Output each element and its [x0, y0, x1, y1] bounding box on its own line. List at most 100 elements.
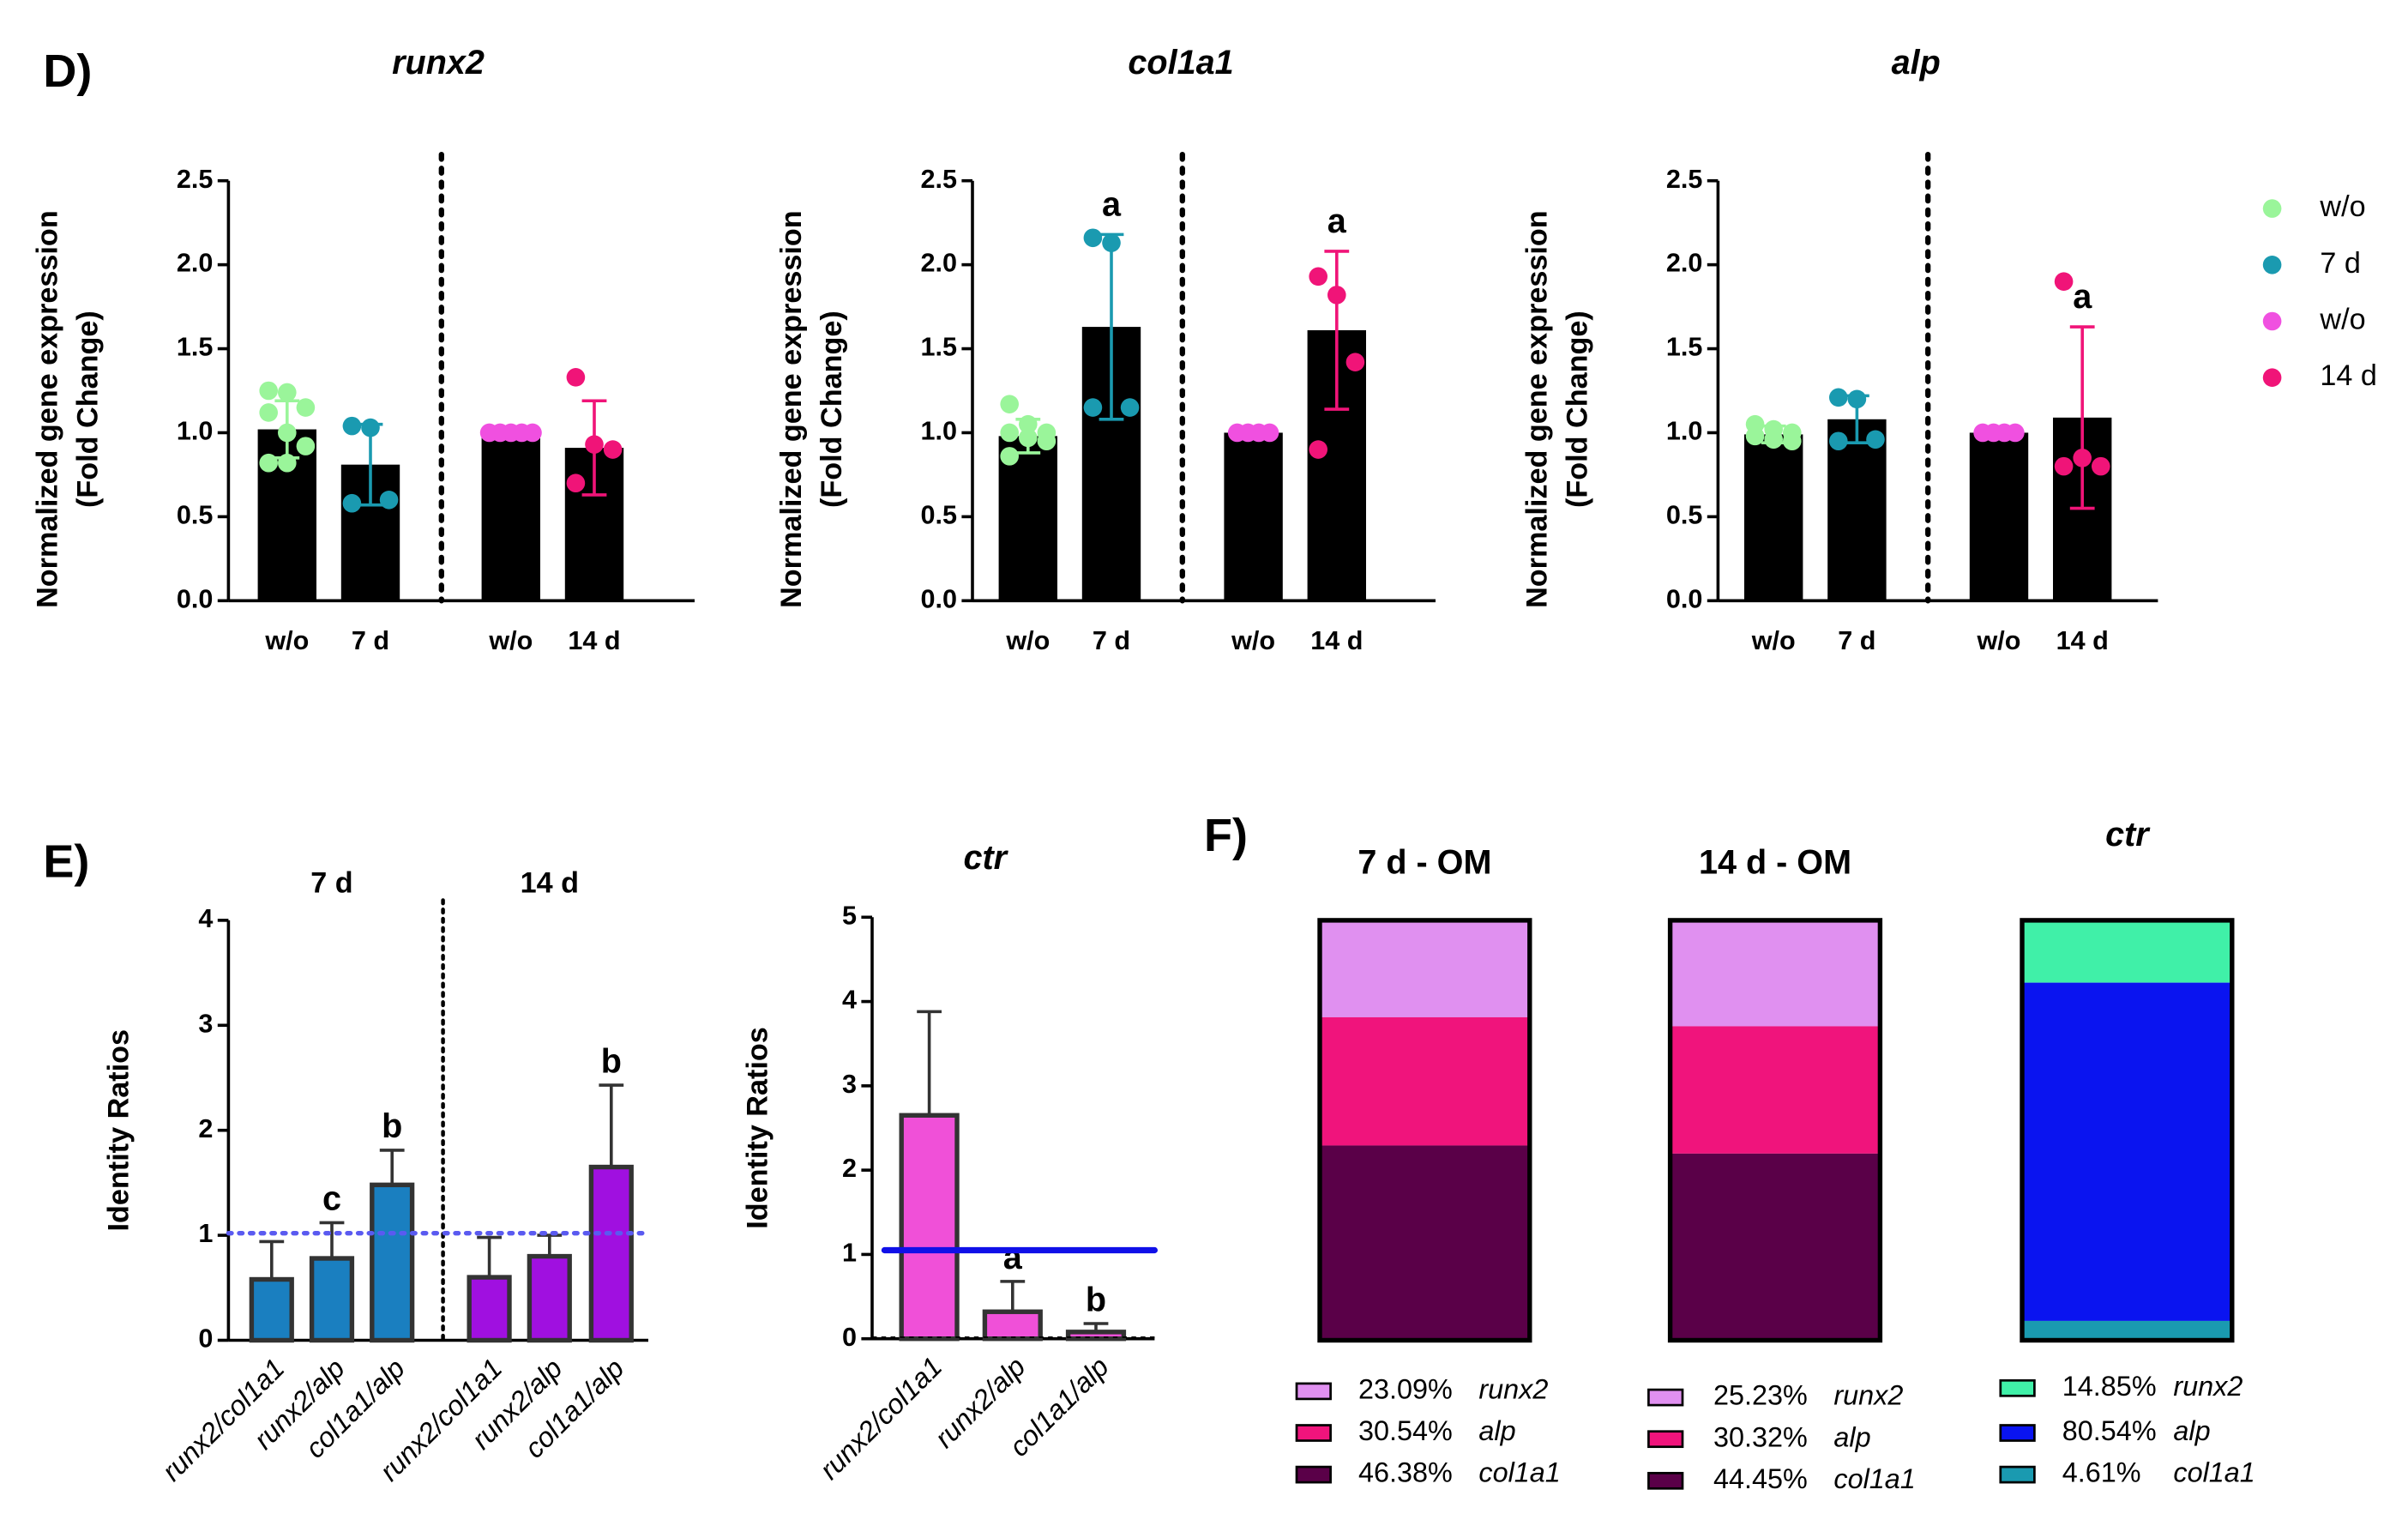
legend-label: col1a1 [1833, 1463, 1915, 1494]
data-point [1309, 267, 1327, 286]
legend-swatch [1295, 1424, 1332, 1442]
y-axis-label: Normalized gene expression [775, 210, 808, 608]
legend-value: 46.38% [1358, 1457, 1453, 1488]
data-point [278, 423, 297, 443]
y-tick-label: 2.0 [920, 249, 957, 278]
x-tick-label: 14 d [2056, 626, 2109, 655]
data-point [1019, 414, 1038, 434]
bar [249, 1276, 294, 1343]
legend-label: runx2 [1478, 1373, 1548, 1404]
y-axis-label: Normalized gene expression [32, 210, 64, 608]
bar [467, 1275, 512, 1343]
data-point [1866, 430, 1885, 449]
annotation: b [601, 1042, 622, 1080]
stacked-segment [2022, 982, 2232, 1321]
data-point [278, 453, 297, 473]
y-tick-label: 3 [842, 1070, 857, 1099]
y-axis-label: (Fold Change) [71, 311, 104, 508]
y-axis-label: (Fold Change) [816, 311, 848, 508]
bar [527, 1253, 572, 1343]
y-tick-label: 2.0 [177, 249, 214, 278]
data-point [566, 473, 586, 493]
y-axis-label: Normalized gene expression [1521, 210, 1554, 608]
stacked-segment [1320, 1145, 1530, 1341]
annotation: a [1003, 1239, 1023, 1276]
legend-label: 7 d [2320, 247, 2361, 280]
data-point [1345, 353, 1365, 372]
data-point [379, 490, 399, 510]
annotation: a [1327, 202, 1347, 240]
data-point [1829, 388, 1848, 407]
y-tick-label: 0.5 [177, 500, 214, 529]
stacked-segment [2022, 920, 2232, 983]
data-point [1783, 431, 1802, 451]
bar [481, 432, 540, 601]
data-point [296, 437, 316, 455]
y-tick-label: 1.5 [1666, 333, 1703, 362]
x-tick-label: 7 d [352, 626, 389, 655]
y-tick-label: 1 [842, 1238, 857, 1267]
data-point [1000, 423, 1019, 443]
legend-label: runx2 [1833, 1380, 1903, 1411]
legend-marker [2262, 368, 2282, 387]
x-tick-label: w/o [1005, 626, 1050, 655]
legend-label: col1a1 [2173, 1457, 2254, 1488]
stacked-segment [1320, 920, 1530, 1017]
legend-swatch [1999, 1378, 2036, 1397]
x-tick-label: 14 d [1310, 626, 1363, 655]
stacked-segment [1670, 1026, 1881, 1154]
y-tick-label: 0.5 [1666, 500, 1703, 529]
chart-title: ctr [2105, 816, 2151, 853]
data-point [1037, 431, 1057, 451]
chart-title: 7 d - OM [1358, 844, 1491, 882]
data-point [2092, 456, 2110, 476]
bar [588, 1164, 634, 1343]
data-point [1847, 389, 1867, 409]
legend-swatch [1999, 1424, 2036, 1442]
data-point [1019, 428, 1038, 448]
annotation: b [382, 1107, 402, 1145]
chart-title: runx2 [392, 44, 485, 81]
data-point [1120, 398, 1140, 417]
y-tick-label: 3 [198, 1009, 213, 1038]
data-point [342, 416, 362, 436]
annotation: b [1086, 1281, 1106, 1318]
y-tick-label: 5 [842, 901, 857, 930]
chart-title: 14 d - OM [1699, 844, 1851, 882]
bar [982, 1309, 1043, 1342]
data-point [1745, 426, 1765, 446]
annotation: c [322, 1180, 341, 1218]
bar [370, 1182, 415, 1343]
data-point [278, 383, 297, 402]
y-tick-label: 1.5 [177, 333, 214, 362]
bar [1969, 432, 2029, 601]
y-tick-label: 0 [198, 1324, 213, 1354]
annotation: a [1102, 185, 1122, 223]
y-tick-label: 0.5 [920, 500, 957, 529]
data-point [2054, 272, 2074, 292]
data-point [259, 453, 278, 473]
data-point [603, 440, 623, 459]
panel-label: E) [43, 835, 89, 887]
legend-value: 4.61% [2062, 1457, 2141, 1488]
y-tick-label: 0.0 [1666, 584, 1703, 613]
legend-label: alp [2173, 1415, 2210, 1446]
legend-label: alp [1833, 1421, 1870, 1452]
legend-label: w/o [2319, 304, 2365, 336]
y-tick-label: 2.5 [177, 165, 214, 194]
y-tick-label: 1.0 [177, 417, 214, 446]
y-tick-label: 0 [842, 1323, 857, 1352]
chart-title: alp [1892, 44, 1941, 81]
stacked-frame [1667, 918, 1883, 1343]
legend-marker [2262, 199, 2282, 218]
bar [1744, 434, 1803, 601]
y-axis-label: Identity Ratios [102, 1029, 135, 1232]
x-tick-label: w/o [1231, 626, 1275, 655]
y-tick-label: 2 [842, 1154, 857, 1183]
x-tick-label: 7 d [1838, 626, 1875, 655]
data-point [1327, 286, 1346, 305]
data-point [1764, 430, 1783, 449]
legend-swatch [1647, 1430, 1684, 1449]
legend-swatch [1647, 1471, 1684, 1490]
data-point [296, 398, 316, 417]
